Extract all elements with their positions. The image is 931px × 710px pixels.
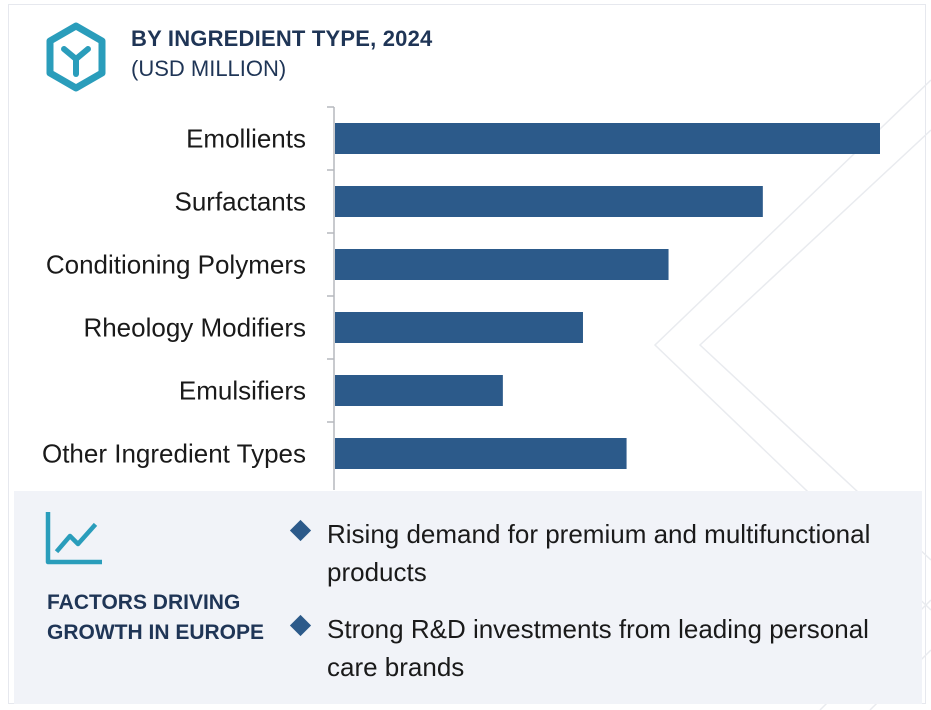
bar-surfactants xyxy=(335,186,763,217)
factor-text: Strong R&D investments from leading pers… xyxy=(327,614,869,682)
bar-other-ingredient-types xyxy=(335,438,627,469)
factors-panel xyxy=(14,491,922,704)
bars xyxy=(335,123,880,469)
category-label: Surfactants xyxy=(174,187,306,217)
chart-subtitle: (USD MILLION) xyxy=(131,56,287,81)
y-axis xyxy=(327,106,335,490)
bar-chart: Emollients Surfactants Conditioning Polyme… xyxy=(42,106,880,490)
bar-conditioning-polymers xyxy=(335,249,669,280)
bar-emulsifiers xyxy=(335,375,503,406)
factors-title: FACTORS DRIVING GROWTH IN EUROPE xyxy=(47,591,265,644)
trend-chart-icon xyxy=(45,512,102,565)
bar-emollients xyxy=(335,123,880,154)
bar-rheology-modifiers xyxy=(335,312,583,343)
logo-icon xyxy=(46,22,106,92)
factor-text: Rising demand for premium and multifunct… xyxy=(327,519,871,587)
category-label: Other Ingredient Types xyxy=(42,439,306,469)
category-labels: Emollients Surfactants Conditioning Polyme… xyxy=(42,124,306,469)
category-label: Emulsifiers xyxy=(179,376,306,406)
category-label: Conditioning Polymers xyxy=(46,250,306,280)
category-label: Rheology Modifiers xyxy=(83,313,306,343)
chart-title: BY INGREDIENT TYPE, 2024 xyxy=(131,26,433,51)
category-label: Emollients xyxy=(186,124,306,154)
